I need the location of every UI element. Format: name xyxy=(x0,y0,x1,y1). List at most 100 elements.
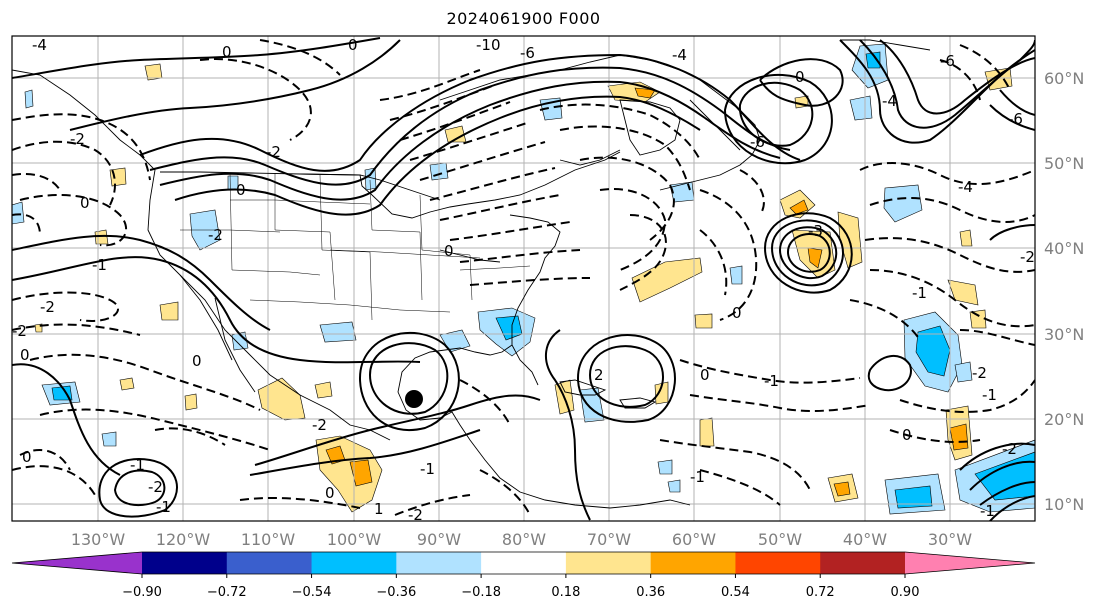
gridlines xyxy=(12,36,1035,521)
patch-warm xyxy=(789,199,809,215)
patch-warm xyxy=(833,481,851,497)
contour-label: 0 xyxy=(192,352,202,370)
contour-label: -10 xyxy=(476,36,501,54)
patch-cool xyxy=(865,51,881,69)
contour-label: -1 xyxy=(980,502,995,520)
contour-label: 0 xyxy=(444,242,454,260)
contour-label: 0 xyxy=(902,426,912,444)
contour-label: -1 xyxy=(690,468,705,486)
contour-label: -2 xyxy=(70,130,85,148)
contour-label: -6 xyxy=(520,44,535,62)
contour-label: -4 xyxy=(32,36,47,54)
contour-label: -2 xyxy=(266,143,281,161)
colorbar-tick-label: 0.54 xyxy=(721,585,750,600)
contour-label: -6 xyxy=(940,52,955,70)
longitude-labels: 130°W 120°W 110°W 100°W 90°W 80°W 70°W 6… xyxy=(71,530,972,549)
colorbar-segment xyxy=(226,552,313,574)
state-borders xyxy=(180,172,531,321)
contour-label: -2 xyxy=(40,298,55,316)
contour-label: -2 xyxy=(312,416,327,434)
lat-label: 60°N xyxy=(1044,69,1084,88)
patch-cool xyxy=(894,485,933,509)
storm-center-marker xyxy=(405,390,423,408)
contours-solid xyxy=(12,37,1035,521)
contour-label: 0 xyxy=(700,366,710,384)
patch-warm xyxy=(119,377,135,391)
colorbar-tick-label: 0.90 xyxy=(891,585,920,600)
contour-label: -1 xyxy=(92,256,107,274)
contour-label: 1 xyxy=(374,500,384,518)
patch-warm xyxy=(694,313,713,329)
colorbar-segment xyxy=(481,552,567,574)
contour-label: 0 xyxy=(236,181,246,199)
contour-label: -1 xyxy=(156,498,171,516)
latitude-labels: 60°N 50°N 40°N 30°N 20°N 10°N xyxy=(1044,69,1084,514)
colorbar-tick-label: −0.36 xyxy=(376,585,416,600)
contour-label: -2 xyxy=(972,364,987,382)
colorbar-tick-label: 0.72 xyxy=(806,585,835,600)
map-title: 2024061900 F000 xyxy=(446,9,601,28)
lon-label: 60°W xyxy=(672,530,716,549)
contour-label: 0 xyxy=(348,36,358,54)
patch-cool xyxy=(12,201,25,225)
colorbar-tick-label: 0.36 xyxy=(636,585,665,600)
patch-warm xyxy=(314,381,333,399)
colorbar-segment xyxy=(142,552,228,574)
contour-label: 0 xyxy=(795,68,805,86)
colorbar-segment xyxy=(565,552,652,574)
contour-label: -2 xyxy=(408,506,423,524)
patch-cool xyxy=(667,479,681,493)
lon-label: 100°W xyxy=(327,530,382,549)
contour-label: 0 xyxy=(222,43,232,61)
colorbar-segment xyxy=(650,552,736,574)
contour-labels: -4 0 -10 -6 -4 0 -6 -2 -6 -4 -2 0 -2 0 -… xyxy=(12,36,1035,524)
colorbar-tick-label: −0.54 xyxy=(292,585,332,600)
lat-label: 30°N xyxy=(1044,325,1084,344)
contour-label: 0 xyxy=(325,484,335,502)
patch-warm xyxy=(959,229,973,247)
colorbar-segment xyxy=(311,552,397,574)
contour-label: -2 xyxy=(1020,248,1035,266)
patch-cool xyxy=(579,387,605,423)
colorbar-extend-high xyxy=(905,552,1035,574)
colorbar-segment xyxy=(820,552,906,574)
patch-warm xyxy=(257,377,306,421)
colorbar-tick-label: −0.90 xyxy=(122,585,162,600)
patch-cool xyxy=(849,95,873,121)
patch-warm xyxy=(634,87,656,99)
patch-warm xyxy=(631,257,703,303)
patch-cool xyxy=(231,331,249,351)
patch-warm xyxy=(159,301,179,321)
lat-label: 50°N xyxy=(1044,154,1084,173)
contour-label: -1 xyxy=(912,284,927,302)
lat-label: 20°N xyxy=(1044,410,1084,429)
contour-label: -4 xyxy=(958,178,973,196)
contour-label: 2 xyxy=(594,366,604,384)
contour-label: -1 xyxy=(982,386,997,404)
colorbar-tick-label: −0.18 xyxy=(461,585,501,600)
contour-label: -2 xyxy=(12,322,27,340)
lon-label: 90°W xyxy=(417,530,461,549)
contour-label: -1 xyxy=(764,372,779,390)
patch-warm xyxy=(969,309,987,329)
colorbar: −0.90 −0.72 −0.54 −0.36 −0.18 0.18 0.36 0.54 0.7… xyxy=(11,551,1036,600)
lon-label: 120°W xyxy=(156,530,211,549)
patch-cool xyxy=(883,184,923,223)
colorbar-tick-label: −0.72 xyxy=(207,585,247,600)
patch-cool xyxy=(657,459,673,475)
patch-cool xyxy=(319,321,357,343)
lat-label: 10°N xyxy=(1044,495,1084,514)
contour-label: 0 xyxy=(732,304,742,322)
patch-warm xyxy=(807,247,823,269)
patch-cool xyxy=(954,361,973,383)
colorbar-segment xyxy=(396,552,482,574)
colorbar-segment xyxy=(735,552,821,574)
contour-label: -1 xyxy=(420,460,435,478)
lon-label: 40°W xyxy=(843,530,887,549)
lon-label: 130°W xyxy=(71,530,126,549)
patch-warm xyxy=(184,393,198,411)
lon-label: 30°W xyxy=(928,530,972,549)
contour-label: 0 xyxy=(20,346,30,364)
lon-label: 110°W xyxy=(241,530,296,549)
